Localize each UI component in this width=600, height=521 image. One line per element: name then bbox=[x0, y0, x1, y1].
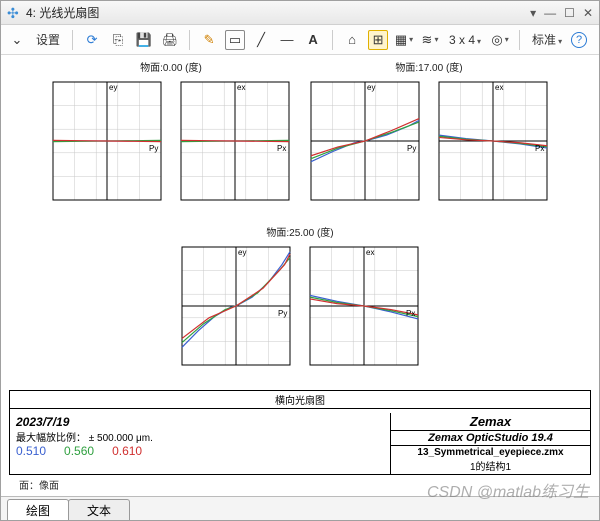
config-label: 1的结构1 bbox=[393, 458, 588, 473]
svg-text:Px: Px bbox=[277, 144, 286, 153]
svg-text:ex: ex bbox=[366, 248, 374, 257]
file-box: 13_Symmetrical_eyepiece.zmx 1的结构1 bbox=[391, 446, 590, 474]
info-panel: 横向光扇图 2023/7/19 最大幅放比例： ± 500.000 μm. 0.… bbox=[9, 390, 591, 475]
separator bbox=[519, 30, 520, 50]
tab-plot[interactable]: 绘图 bbox=[7, 499, 69, 520]
brand-label: Zemax bbox=[391, 413, 590, 431]
layers-icon[interactable]: ≋ bbox=[420, 30, 440, 50]
size-dropdown[interactable]: 3 x 4 bbox=[446, 33, 484, 47]
line-icon[interactable]: ╱ bbox=[251, 30, 271, 50]
window-title: 4: 光线光扇图 bbox=[26, 4, 530, 21]
toolbar: ⌄ 设置 ⟳ ⎘ 💾 🖨 ✎ ▭ ╱ — A ⌂ ⊞ ▦ ≋ 3 x 4 ◎ 标… bbox=[1, 25, 599, 55]
info-right: Zemax Zemax OpticStudio 19.4 13_Symmetri… bbox=[390, 413, 590, 474]
file-name: 13_Symmetrical_eyepiece.zmx bbox=[393, 447, 588, 458]
expand-icon[interactable]: ⌄ bbox=[7, 30, 27, 50]
tab-bar: 绘图 文本 bbox=[1, 496, 599, 520]
svg-text:ey: ey bbox=[238, 248, 246, 257]
separator bbox=[72, 30, 73, 50]
scale-label: 最大幅放比例： bbox=[16, 433, 86, 444]
wavelength-value: 0.560 bbox=[64, 444, 94, 458]
plot-pair: 物面:17.00 (度) ey Py ex Px bbox=[305, 59, 553, 206]
svg-text:Py: Py bbox=[407, 144, 416, 153]
ray-fan-plot: ex Px bbox=[304, 241, 424, 371]
help-icon[interactable]: ? bbox=[571, 32, 587, 48]
maximize-button[interactable]: ☐ bbox=[564, 6, 575, 20]
svg-text:ex: ex bbox=[495, 83, 503, 92]
ray-fan-plot: ey Py bbox=[176, 241, 296, 371]
scale-value: ± 500.000 μm. bbox=[89, 433, 153, 444]
color-icon[interactable]: ▦ bbox=[394, 30, 414, 50]
field-label: 物面:17.00 (度) bbox=[395, 59, 462, 74]
svg-text:Py: Py bbox=[278, 309, 287, 318]
ray-fan-plot: ey Py bbox=[305, 76, 425, 206]
ray-fan-plot: ex Px bbox=[433, 76, 553, 206]
info-left: 2023/7/19 最大幅放比例： ± 500.000 μm. 0.5100.5… bbox=[10, 413, 390, 474]
app-icon: ✣ bbox=[7, 6, 21, 20]
svg-text:Px: Px bbox=[535, 144, 544, 153]
separator bbox=[332, 30, 333, 50]
svg-text:ex: ex bbox=[237, 83, 245, 92]
info-title: 横向光扇图 bbox=[10, 391, 590, 409]
product-label: Zemax OpticStudio 19.4 bbox=[391, 431, 590, 446]
field-label: 物面:25.00 (度) bbox=[266, 224, 333, 239]
minimize-button[interactable]: — bbox=[544, 6, 556, 20]
plot-row: 物面:0.00 (度) ey Py ex Px 物面:17.00 (度) ey Py ex Px bbox=[9, 59, 591, 206]
close-button[interactable]: ✕ bbox=[583, 6, 593, 20]
text-icon[interactable]: A bbox=[303, 30, 323, 50]
title-bar: ✣ 4: 光线光扇图 ▾ — ☐ ✕ bbox=[1, 1, 599, 25]
svg-text:Px: Px bbox=[406, 309, 415, 318]
copy-icon[interactable]: ⎘ bbox=[108, 30, 128, 50]
plot-pair: 物面:25.00 (度) ey Py ex Px bbox=[176, 224, 424, 371]
standard-dropdown[interactable]: 标准 bbox=[529, 31, 565, 48]
ray-fan-plot: ex Px bbox=[175, 76, 295, 206]
tab-text[interactable]: 文本 bbox=[68, 499, 130, 520]
wavelength-value: 0.610 bbox=[112, 444, 142, 458]
dock-button[interactable]: ▾ bbox=[530, 6, 536, 20]
dome-icon[interactable]: ⌂ bbox=[342, 30, 362, 50]
wavelength-value: 0.510 bbox=[16, 444, 46, 458]
plot-pair: 物面:0.00 (度) ey Py ex Px bbox=[47, 59, 295, 206]
svg-text:ey: ey bbox=[367, 83, 375, 92]
pencil-icon[interactable]: ✎ bbox=[199, 30, 219, 50]
svg-text:Py: Py bbox=[149, 144, 158, 153]
svg-text:ey: ey bbox=[109, 83, 117, 92]
target-icon[interactable]: ◎ bbox=[490, 30, 510, 50]
grid-icon[interactable]: ⊞ bbox=[368, 30, 388, 50]
ray-fan-plot: ey Py bbox=[47, 76, 167, 206]
info-date: 2023/7/19 bbox=[16, 415, 384, 429]
field-label: 物面:0.00 (度) bbox=[140, 59, 202, 74]
content-area: 物面:0.00 (度)eyPyexPx物面:17.00 (度)eyPyexPx物… bbox=[1, 55, 599, 496]
rect-icon[interactable]: ▭ bbox=[225, 30, 245, 50]
refresh-icon[interactable]: ⟳ bbox=[82, 30, 102, 50]
wavelengths: 0.510 0.560 0.610 bbox=[16, 444, 384, 458]
separator bbox=[189, 30, 190, 50]
plot-row: 物面:25.00 (度) ey Py ex Px bbox=[9, 224, 591, 371]
surface-label: 面：像面 bbox=[9, 475, 591, 494]
arrow-icon[interactable]: — bbox=[277, 30, 297, 50]
save-icon[interactable]: 💾 bbox=[134, 30, 154, 50]
print-icon[interactable]: 🖨 bbox=[160, 30, 180, 50]
plots-area: 物面:0.00 (度)eyPyexPx物面:17.00 (度)eyPyexPx物… bbox=[9, 59, 591, 388]
app-window: ✣ 4: 光线光扇图 ▾ — ☐ ✕ ⌄ 设置 ⟳ ⎘ 💾 🖨 ✎ ▭ ╱ — … bbox=[0, 0, 600, 521]
settings-button[interactable]: 设置 bbox=[33, 31, 63, 48]
